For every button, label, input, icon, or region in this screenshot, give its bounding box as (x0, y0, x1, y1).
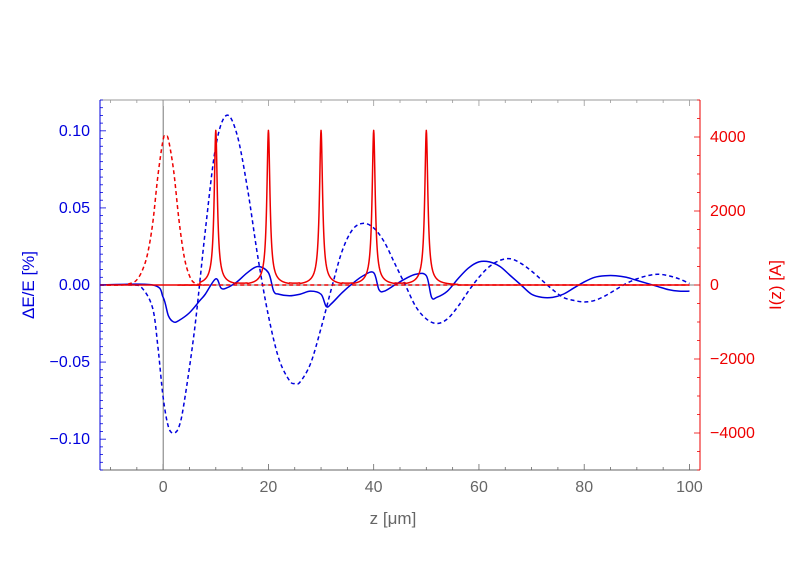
right-y-axis-label: I(z) [A] (766, 260, 785, 310)
right-y-tick-label: 0 (710, 277, 719, 294)
right-y-tick-label: −4000 (710, 425, 755, 442)
right-y-tick-label: −2000 (710, 351, 755, 368)
right-y-tick-label: 2000 (710, 203, 746, 220)
ticks: 0 20 40 60 80 100 −0.10 −0.05 0.00 0.05 0.10 −4000 −… (50, 99, 755, 496)
x-tick-label: 60 (470, 479, 488, 496)
left-y-tick-label: 0.10 (59, 123, 90, 140)
x-tick-label: 80 (575, 479, 593, 496)
left-y-tick-label: 0.05 (59, 200, 90, 217)
x-tick-label: 20 (260, 479, 278, 496)
x-axis-label: z [μm] (370, 509, 417, 528)
left-y-tick-label: 0.00 (59, 277, 90, 294)
series-layer (100, 114, 690, 434)
left-y-tick-label: −0.10 (50, 431, 91, 448)
series-line-energy-dashed (100, 114, 690, 434)
x-tick-label: 40 (365, 479, 383, 496)
left-y-axis-label: ΔE/E [%] (19, 251, 38, 319)
x-tick-label: 100 (676, 479, 703, 496)
series-line-current-dashed (100, 135, 690, 286)
series-line-current-solid (100, 129, 690, 286)
right-y-tick-label: 4000 (710, 129, 746, 146)
left-y-tick-label: −0.05 (50, 354, 91, 371)
x-tick-label: 0 (159, 479, 168, 496)
series-group (100, 114, 690, 434)
series-line-energy-solid (100, 260, 690, 324)
